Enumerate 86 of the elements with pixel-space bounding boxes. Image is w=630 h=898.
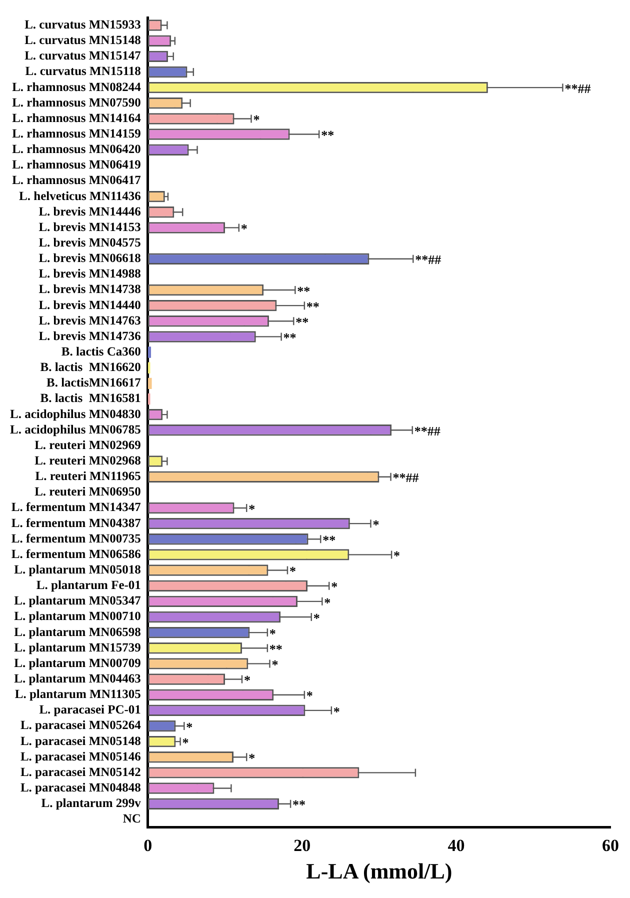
annotation: **## [564, 80, 592, 96]
annotation: ** [296, 314, 309, 330]
y-tick-label: L. plantarum MN00710 [14, 609, 141, 624]
y-tick-label: L. rhamnosus MN06420 [12, 142, 141, 156]
annotation: * [182, 734, 189, 750]
annotation: * [269, 626, 276, 641]
y-tick-label: L. reuteri MN06950 [34, 484, 141, 499]
y-tick-label: L. paracasei MN04848 [20, 780, 141, 795]
y-tick-label: L. helveticus MN11436 [19, 188, 141, 203]
y-tick-label: L. fermentum MN14347 [11, 500, 141, 514]
annotation: ** [269, 641, 282, 656]
y-tick-label: L. plantarum MN05018 [14, 562, 141, 577]
x-axis-title: L-LA (mmol/L) [306, 858, 452, 884]
y-tick-label: L. plantarum MN05347 [14, 594, 141, 608]
annotation: ** [321, 128, 334, 143]
y-tick-label: L. rhamnosus MN07590 [12, 95, 141, 110]
x-tick-label: 20 [294, 836, 311, 855]
y-tick-label: L. plantarum MN15739 [14, 640, 141, 654]
y-tick-label: L. rhamnosus MN14159 [12, 126, 141, 141]
annotation: * [272, 657, 278, 672]
annotation: * [244, 672, 250, 688]
annotation: ** [306, 298, 320, 314]
y-tick-label: L. rhamnosus MN08244 [12, 80, 142, 94]
y-tick-label: L. rhamnosus MN06419 [12, 158, 141, 172]
y-tick-label: L. acidophilus MN06785 [10, 422, 141, 436]
annotation: ** [297, 283, 310, 298]
y-tick-label: L. reuteri MN02969 [34, 438, 141, 452]
annotation: * [394, 548, 400, 564]
annotation: ** [292, 797, 306, 812]
y-tick-label: B. lactisMN16617 [46, 376, 141, 390]
annotation: **## [414, 423, 441, 438]
x-tick-label: 0 [144, 836, 152, 855]
y-tick-label: L. reuteri MN11965 [35, 469, 141, 484]
annotation: * [289, 564, 296, 579]
y-tick-label: L. plantarum Fe-01 [36, 578, 141, 592]
y-tick-label: L. curvatus MN15933 [24, 18, 141, 32]
y-tick-label: L. brevis MN14440 [38, 298, 141, 312]
y-tick-label: L. rhamnosus MN06417 [12, 173, 141, 188]
annotation: **## [415, 252, 442, 268]
y-tick-label: L. plantarum MN11305 [14, 687, 141, 702]
x-tick-label: 40 [448, 836, 465, 855]
y-tick-label: B. lactis MN16620 [40, 360, 141, 374]
y-tick-label: L. acidophilus MN04830 [10, 406, 141, 421]
annotation: * [248, 501, 256, 516]
annotation: * [248, 750, 256, 766]
y-tick-label: L. fermentum MN00735 [11, 531, 141, 546]
y-tick-label: L. plantarum MN06598 [14, 624, 141, 639]
annotation: * [240, 221, 248, 236]
y-tick-label: L. plantarum 299v [41, 796, 142, 810]
y-tick-label: L. paracasei PC-01 [39, 702, 141, 717]
y-tick-label: L. paracasei MN05142 [20, 764, 141, 779]
annotation: ** [283, 330, 296, 346]
y-tick-label: L. brevis MN14738 [38, 282, 141, 296]
annotation: * [306, 688, 313, 704]
y-tick-label: L. curvatus MN15118 [25, 64, 141, 78]
annotation: * [333, 704, 340, 719]
y-tick-label: L. brevis MN14153 [38, 220, 141, 234]
annotation: * [324, 594, 331, 610]
y-tick-label: NC [122, 812, 141, 826]
annotation: **## [392, 470, 420, 486]
y-tick-label: L. curvatus MN15148 [24, 33, 141, 48]
y-tick-label: L. fermentum MN06586 [11, 546, 141, 561]
y-tick-label: B. lactis MN16581 [40, 391, 141, 406]
y-tick-label: L. fermentum MN04387 [11, 516, 141, 530]
annotation: * [372, 516, 380, 532]
y-tick-label: L. brevis MN14763 [38, 313, 141, 328]
y-tick-label: L. paracasei MN05146 [20, 749, 141, 764]
y-tick-label: L. curvatus MN15147 [24, 48, 141, 63]
y-tick-label: L. reuteri MN02968 [34, 454, 141, 468]
y-tick-label: L. paracasei MN05264 [20, 718, 142, 732]
annotation: * [331, 579, 338, 594]
annotation: * [313, 610, 320, 626]
y-tick-label: L. plantarum MN04463 [14, 672, 141, 686]
y-tick-label: L. paracasei MN05148 [20, 734, 141, 748]
annotation: ** [322, 532, 336, 548]
y-tick-label: L. rhamnosus MN14164 [12, 110, 142, 125]
annotation: * [186, 719, 193, 734]
y-tick-label: L. brevis MN14736 [38, 328, 141, 343]
y-tick-label: L. brevis MN14988 [38, 266, 141, 281]
y-tick-label: B. lactis Ca360 [61, 344, 141, 359]
y-tick-label: L. plantarum MN00709 [14, 656, 141, 670]
annotation: * [253, 112, 260, 128]
y-tick-label: L. brevis MN06618 [38, 251, 141, 266]
y-tick-label: L. brevis MN04575 [38, 236, 141, 250]
x-tick-label: 60 [602, 836, 619, 855]
y-tick-label: L. brevis MN14446 [38, 204, 141, 218]
